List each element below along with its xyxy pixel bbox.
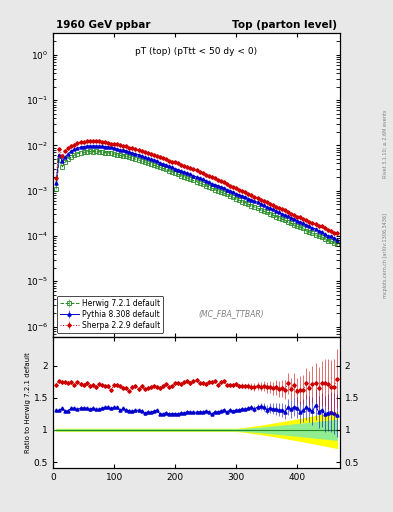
Legend: Herwig 7.2.1 default, Pythia 8.308 default, Sherpa 2.2.9 default: Herwig 7.2.1 default, Pythia 8.308 defau…	[57, 296, 163, 333]
Text: Top (parton level): Top (parton level)	[232, 20, 337, 30]
Text: Rivet 3.1.10; ≥ 2.6M events: Rivet 3.1.10; ≥ 2.6M events	[383, 109, 388, 178]
Text: (MC_FBA_TTBAR): (MC_FBA_TTBAR)	[198, 309, 264, 318]
Text: mcplots.cern.ch [arXiv:1306.3436]: mcplots.cern.ch [arXiv:1306.3436]	[383, 214, 388, 298]
Y-axis label: Ratio to Herwig 7.2.1 default: Ratio to Herwig 7.2.1 default	[25, 352, 31, 453]
Text: 1960 GeV ppbar: 1960 GeV ppbar	[56, 20, 151, 30]
Text: pT (top) (pTtt < 50 dy < 0): pT (top) (pTtt < 50 dy < 0)	[136, 47, 257, 56]
